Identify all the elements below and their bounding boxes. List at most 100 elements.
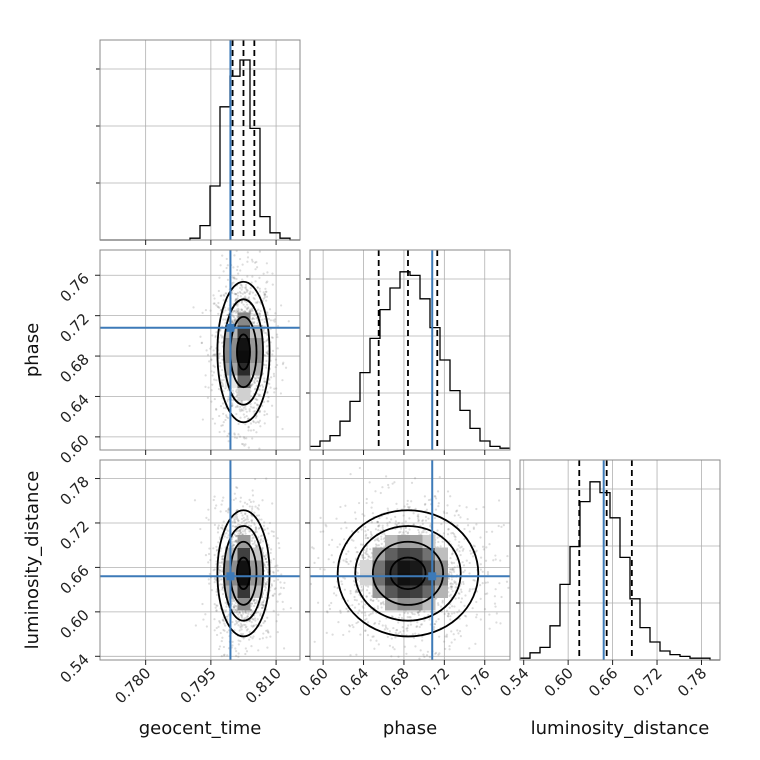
scatter-point	[233, 254, 236, 257]
scatter-point	[494, 554, 497, 557]
scatter-point	[250, 602, 254, 605]
scatter-point	[400, 633, 403, 636]
scatter-point	[437, 603, 440, 607]
scatter-point	[355, 589, 358, 592]
scatter-point	[355, 599, 358, 602]
scatter-point	[402, 514, 405, 517]
scatter-point	[250, 609, 253, 612]
scatter-point	[335, 594, 338, 597]
scatter-point	[239, 496, 242, 499]
scatter-point	[247, 667, 249, 669]
scatter-point	[456, 548, 459, 551]
scatter-point	[261, 540, 265, 543]
scatter-point	[246, 303, 249, 306]
scatter-point	[276, 578, 280, 581]
scatter-point	[261, 534, 264, 537]
scatter-point	[233, 277, 236, 280]
scatter-point	[222, 293, 225, 296]
scatter-point	[376, 538, 379, 542]
scatter-point	[377, 524, 380, 528]
scatter-point	[222, 520, 225, 523]
scatter-point	[253, 602, 257, 605]
scatter-point	[250, 645, 253, 648]
scatter-point	[397, 621, 400, 624]
scatter-point	[459, 553, 462, 557]
scatter-point	[257, 536, 260, 539]
scatter-point	[256, 398, 259, 401]
scatter-point	[262, 632, 265, 635]
scatter-point	[245, 289, 248, 292]
scatter-point	[235, 650, 238, 653]
scatter-point	[212, 371, 216, 374]
scatter-point	[223, 629, 226, 632]
scatter-point	[241, 527, 244, 530]
scatter-point	[240, 408, 243, 411]
scatter-point	[245, 414, 248, 418]
scatter-point	[450, 532, 453, 535]
scatter-point	[365, 589, 369, 592]
xlabel-luminosity-distance: luminosity_distance	[531, 718, 710, 739]
scatter-point	[343, 538, 346, 541]
scatter-point	[213, 495, 216, 498]
scatter-point	[399, 630, 402, 634]
scatter-point	[255, 384, 258, 388]
scatter-point	[260, 624, 263, 627]
scatter-point	[244, 285, 248, 289]
scatter-point	[276, 631, 279, 634]
scatter-point	[242, 443, 245, 446]
scatter-point	[393, 481, 396, 484]
scatter-point	[499, 559, 502, 562]
scatter-point	[364, 525, 367, 529]
scatter-point	[450, 612, 454, 615]
scatter-point	[449, 557, 452, 560]
scatter-point	[374, 490, 377, 493]
scatter-point	[446, 614, 449, 618]
y-tick-label-phase: 0.76	[56, 269, 92, 305]
scatter-point	[272, 570, 275, 573]
scatter-point	[261, 603, 264, 607]
scatter-point	[215, 633, 219, 637]
scatter-point	[256, 380, 259, 383]
scatter-point	[468, 590, 471, 593]
scatter-point	[372, 635, 375, 638]
scatter-point	[246, 615, 249, 618]
scatter-point	[425, 508, 429, 511]
scatter-point	[247, 524, 250, 527]
scatter-point	[344, 560, 347, 563]
scatter-point	[259, 612, 262, 615]
scatter-point	[259, 541, 262, 544]
scatter-point	[404, 530, 408, 533]
scatter-point	[423, 655, 426, 658]
scatter-point	[227, 389, 230, 392]
scatter-point	[453, 605, 456, 608]
ylabel-phase: phase	[22, 323, 43, 377]
x-tick-label-phase: 0.60	[296, 664, 332, 700]
scatter-point	[237, 246, 239, 248]
scatter-point	[218, 352, 222, 355]
scatter-point	[251, 318, 254, 321]
scatter-point	[245, 307, 248, 310]
scatter-point	[231, 389, 235, 392]
scatter-point	[330, 538, 334, 541]
scatter-point	[264, 293, 267, 296]
scatter-point	[465, 506, 468, 509]
scatter-point	[231, 311, 234, 314]
scatter-point	[210, 400, 213, 403]
scatter-point	[408, 505, 411, 509]
scatter-point	[231, 600, 234, 603]
scatter-point	[252, 604, 256, 608]
scatter-point	[225, 532, 228, 535]
scatter-point	[391, 615, 394, 619]
scatter-point	[457, 632, 460, 635]
scatter-point	[345, 557, 348, 561]
scatter-point	[239, 622, 242, 625]
scatter-point	[238, 290, 242, 294]
scatter-point	[215, 504, 218, 507]
scatter-point	[222, 654, 226, 657]
scatter-point	[266, 630, 270, 633]
scatter-point	[234, 298, 238, 301]
scatter-point	[255, 376, 258, 379]
scatter-point	[249, 405, 252, 408]
scatter-point	[341, 583, 344, 586]
